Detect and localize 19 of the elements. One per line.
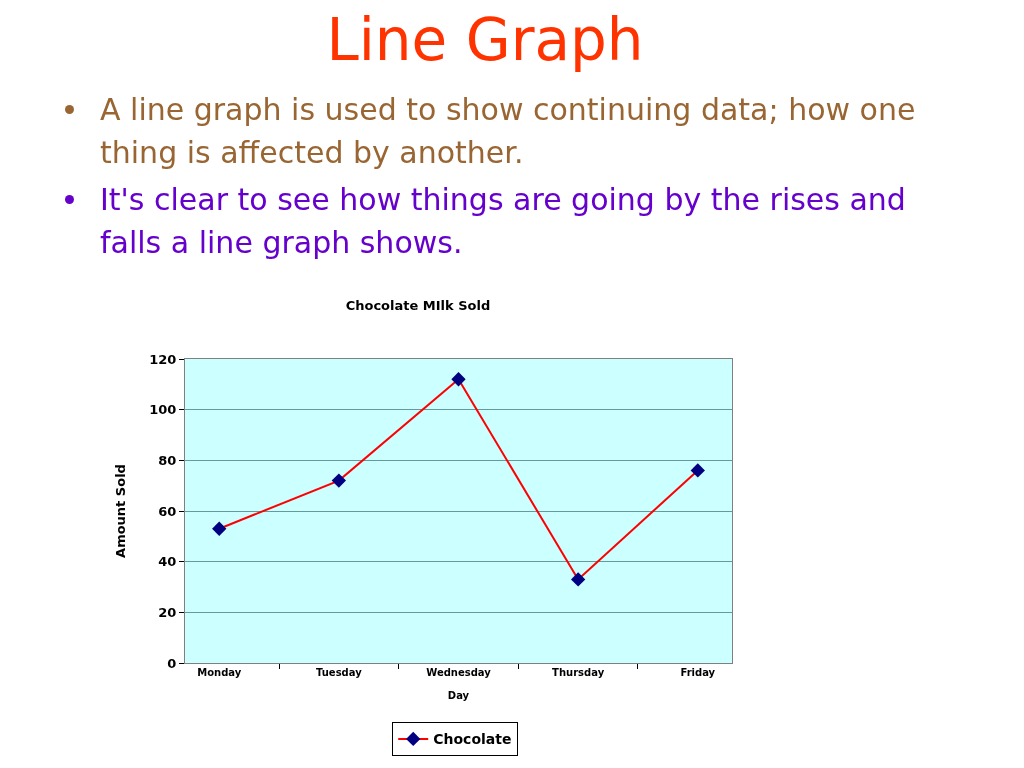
- y-tick-label: 100: [149, 402, 177, 418]
- chart-title: Line Graph: [325, 5, 645, 76]
- y-tick-label: 20: [158, 604, 177, 620]
- text: A line graph is used to show continuing data; how one thing is affected by another.: [100, 92, 916, 170]
- y-tick-label: 40: [158, 554, 177, 570]
- y-tick-label: 0: [167, 655, 177, 671]
- y-tick-label: 60: [158, 503, 177, 519]
- y-tick-label: 120: [149, 351, 177, 367]
- text: It's clear to see how things are going by the rises and falls a line graph shows.: [100, 182, 906, 260]
- x-tick-label: Tuesday: [316, 667, 363, 678]
- x-tick-label: Monday: [197, 667, 242, 678]
- chart-subtitle: Chocolate MIlk Sold: [345, 297, 491, 313]
- y-axis-title: Amount Sold: [113, 464, 129, 558]
- x-tick-label: Wednesday: [426, 667, 492, 678]
- x-axis-title: Day: [447, 689, 470, 701]
- legend-label: Chocolate: [433, 731, 512, 748]
- x-tick-label: Friday: [680, 667, 716, 678]
- y-tick-label: 80: [158, 452, 177, 468]
- x-tick-label: Thursday: [552, 667, 605, 678]
